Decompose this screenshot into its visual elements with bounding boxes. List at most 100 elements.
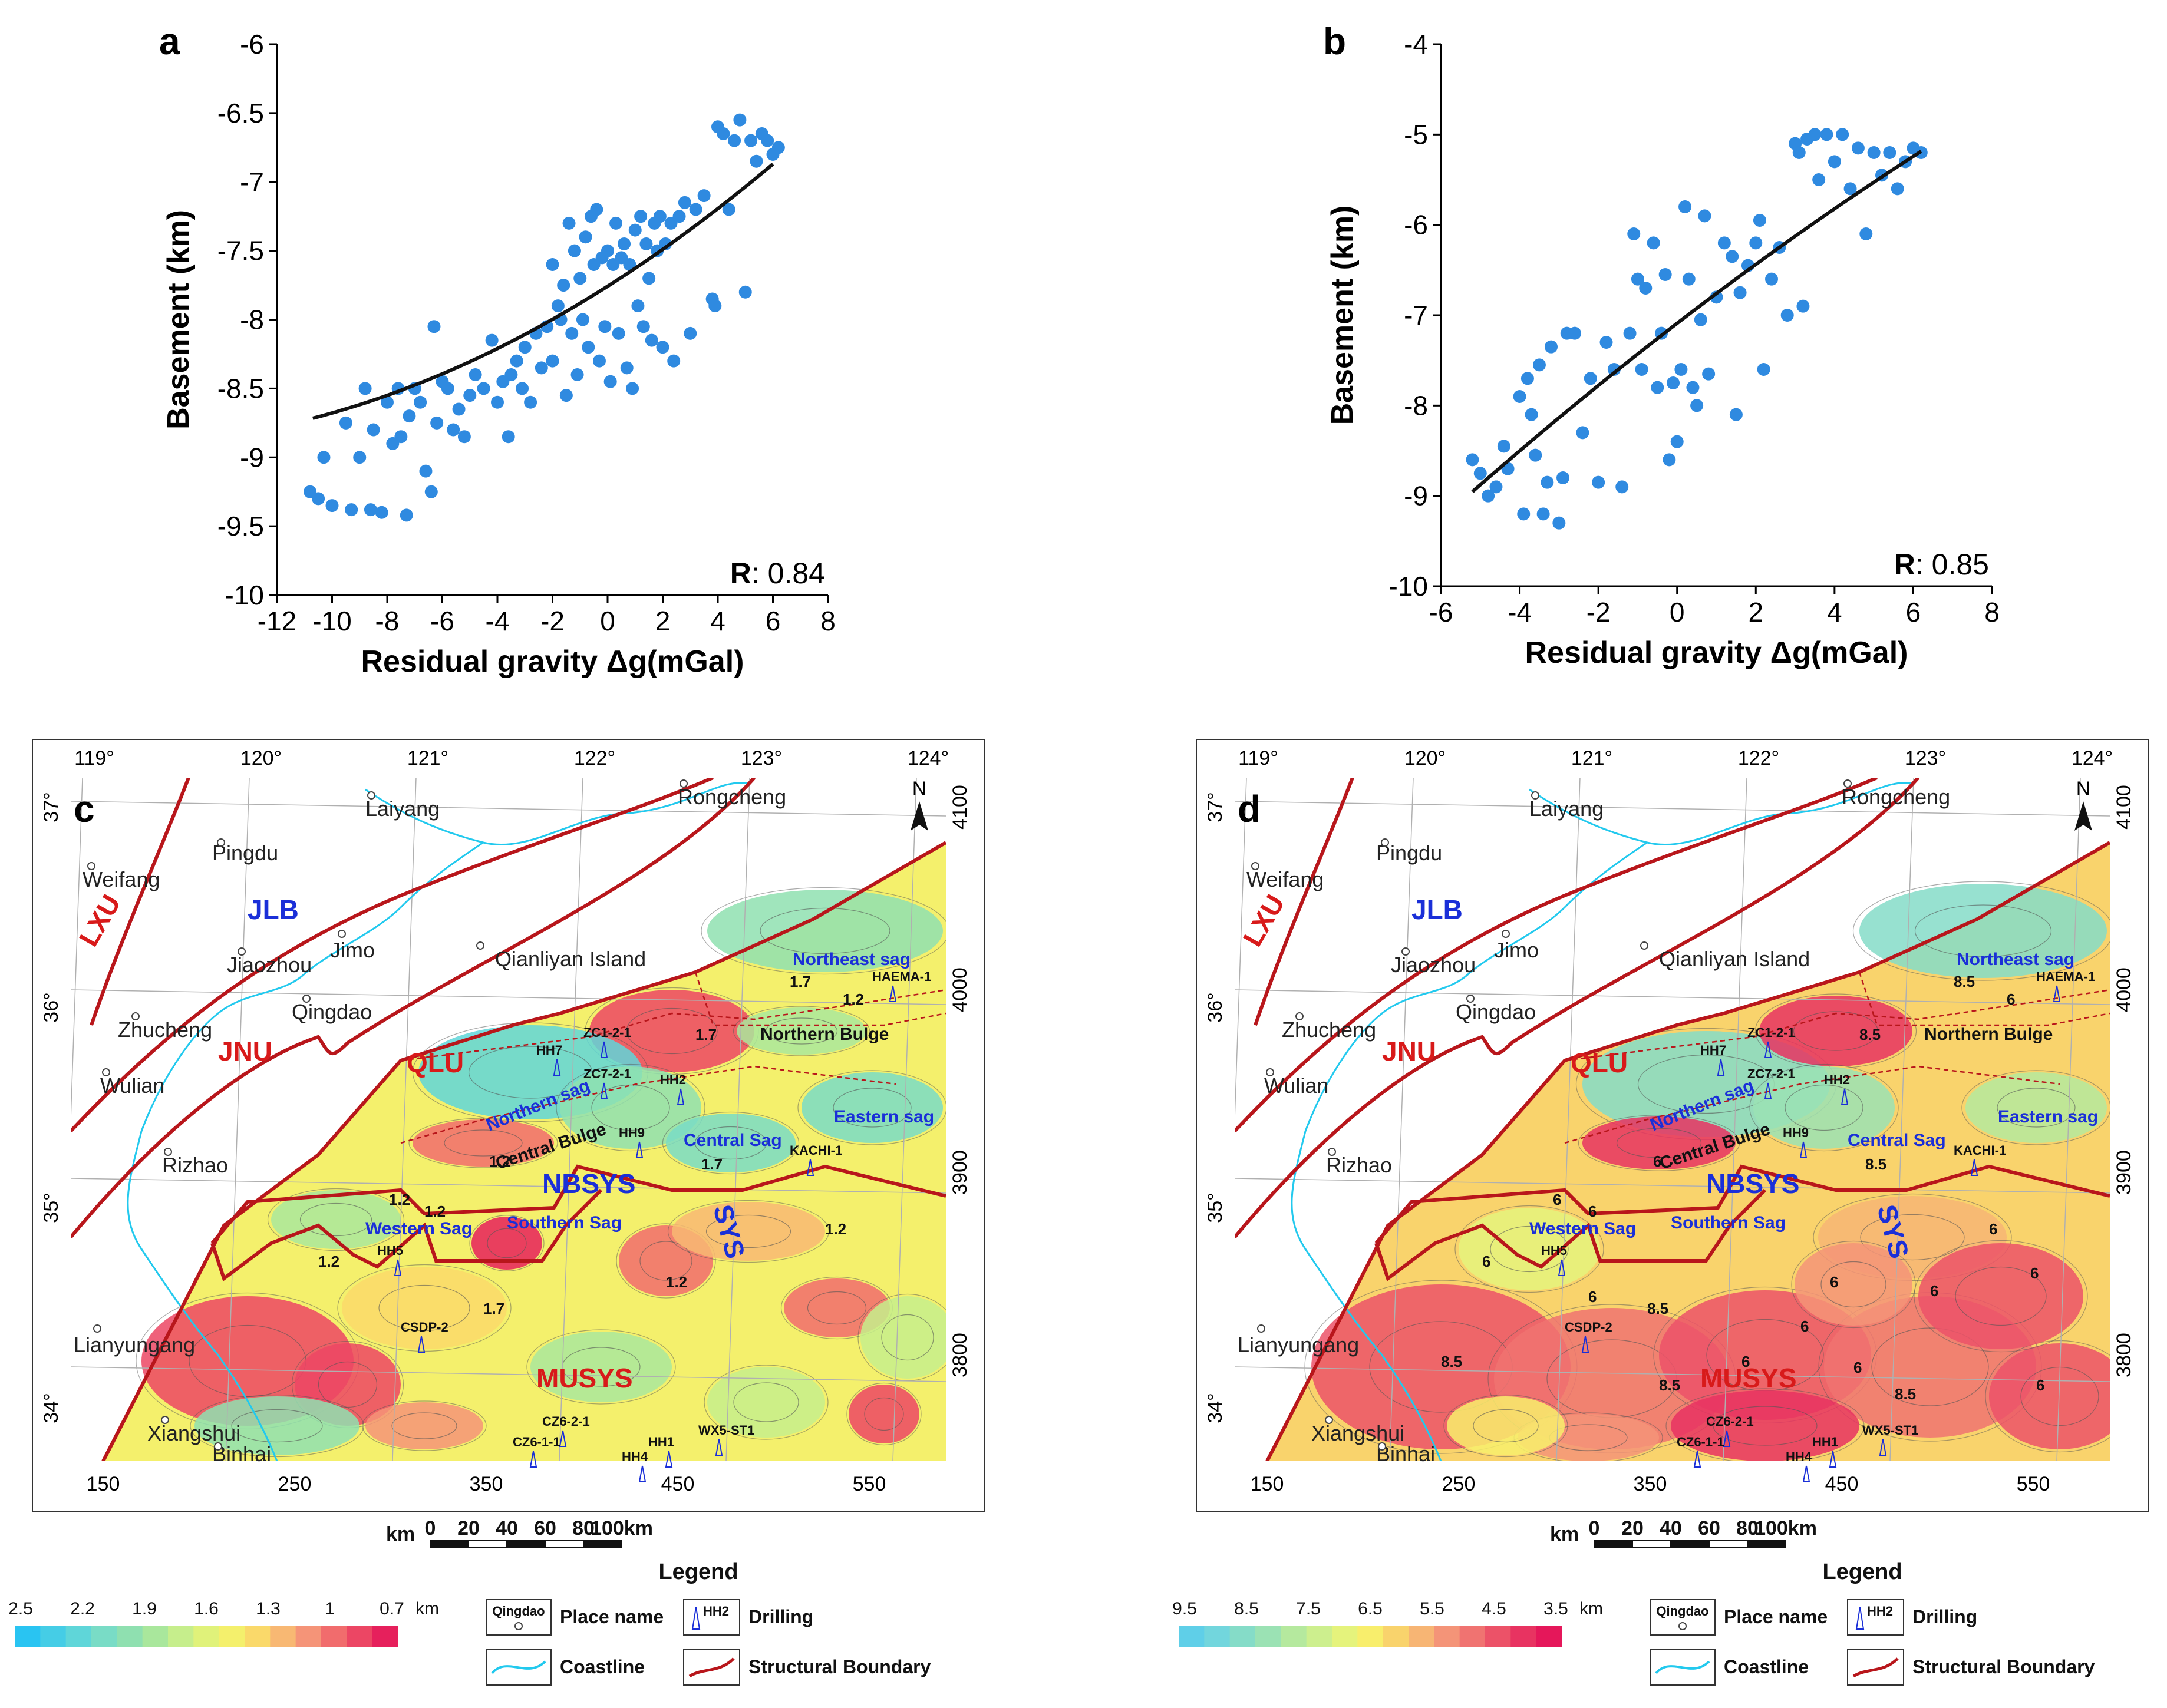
lon-label: 120° [240,747,282,769]
graticule-line [1723,778,1747,1461]
scatter-point [477,382,490,395]
place-label: Qingdao [1456,1000,1536,1024]
scatter-point [504,368,518,381]
scatter-point [510,354,523,368]
x-km-label: 250 [1442,1473,1476,1495]
colorbar-tick-label: 2.5 [8,1599,33,1618]
town-marker-icon [217,838,225,847]
contour-zone [271,1190,401,1249]
unit-label-musys: MUSYS [1700,1363,1797,1393]
scatter-point [1584,372,1597,385]
well-label: HH2 [1824,1072,1850,1087]
y-tick-label: -10 [225,580,264,610]
town-marker-icon [1328,1148,1336,1156]
town-marker-icon [131,1012,140,1020]
scatter-plot-b: -6 -4 -2 0 2 4 6 8 -4 -5 -6 -7 -8 -9 -10 Residual gravi… [1325,29,2000,670]
drill-rig-icon [1829,1451,1837,1468]
scatter-point [1883,146,1896,159]
scatter-point [1698,209,1711,223]
contour-line [1820,1261,1886,1308]
scatter-point [733,113,747,127]
contour-line [864,1397,904,1431]
town-marker-icon [367,791,375,800]
scatter-point [620,361,634,375]
contour-value-label: 1.7 [701,1155,723,1173]
scatter-point [345,503,358,517]
scatter-point [317,451,331,464]
scatter-point [684,326,697,340]
scatter-point [1674,363,1688,376]
place-label: Rizhao [1326,1153,1392,1177]
contour-line [231,1409,323,1443]
place-label: Laiyang [1529,797,1604,821]
well-label: CZ6-2-1 [1706,1414,1754,1429]
contour-zone [1989,1343,2110,1449]
scatter-point [1545,340,1558,354]
scalebar-segment [1670,1540,1710,1548]
y-km-label: 3900 [2113,1150,2135,1195]
boundary-swatch [1852,1657,1899,1678]
scalebar-tick-label: 0 [1589,1517,1600,1539]
scatter-point [424,485,438,498]
scatter-point [463,389,477,402]
contour-value-label: 8.5 [1954,973,1975,990]
contour-line [444,1129,523,1157]
y-tick-label: -9.5 [217,511,264,541]
legend-drilling: Drilling [748,1606,813,1627]
scatter-point [1753,214,1766,227]
scatter-point [1663,453,1676,467]
colorbar-swatch [1306,1626,1332,1647]
place-label: Xiangshui [147,1421,240,1445]
scatter-point [1513,390,1526,403]
scatter-point [1647,236,1660,250]
scatter-point [1497,440,1510,453]
drill-rig-icon [553,1059,561,1076]
town-marker-icon [161,1416,169,1424]
place-label: Laiyang [365,797,440,821]
map-body: N [1235,778,2110,1461]
scatter-point [1489,480,1503,494]
x-km-label: 550 [853,1473,886,1495]
contour-value-label: 6 [2007,990,2015,1008]
x-km-label: 550 [2017,1473,2050,1495]
colorbar-swatch [1179,1626,1205,1647]
scatter-point [678,196,691,209]
colorbar-swatch [321,1626,347,1647]
scatter-point [447,423,460,437]
contour-zone [707,1367,825,1438]
well-label: HH7 [536,1043,562,1058]
colorbar-tick-label: 0.7 [380,1599,404,1618]
drill-rig-icon [1799,1141,1808,1158]
map-panel-c: N 119° 120° 121° 122° 123° 124° 37° 36° 35° 34° 150… [32,739,985,1512]
town-marker-icon [1502,930,1510,938]
graticule-line [1889,778,1914,1461]
well-label: WX5-ST1 [698,1423,754,1438]
contour-line [1997,1088,2076,1128]
scalebar-tick-label: 100km [591,1517,653,1539]
contour-value-label: 6 [1553,1191,1561,1208]
well-label: CZ6-1-1 [513,1435,560,1449]
r-value-annotation: R: 0.84 [730,557,825,590]
contour-zone [1447,1396,1565,1455]
scatter-point [1631,272,1644,286]
colorbar-swatch [1255,1626,1281,1647]
drill-rig-icon [417,1336,426,1353]
legend-boundary: Structural Boundary [1912,1656,2095,1677]
contour-line [705,1214,791,1248]
scatter-point [441,382,454,395]
scatter-point [1541,475,1554,489]
scatter-point [312,492,325,506]
scatter-point [1690,399,1704,412]
drill-rig-icon [1970,1159,1978,1176]
scatter-point [551,299,565,313]
x-tick-label: -10 [312,606,351,636]
contour-zone [1759,996,1912,1066]
x-tick-label: 4 [710,606,725,636]
scatter-point [1820,128,1833,141]
scatter-point [1726,250,1739,263]
lon-label: 124° [908,747,949,769]
scalebar-segment [583,1540,622,1548]
contour-zone [1859,884,2107,978]
contour-zone [737,1007,866,1055]
